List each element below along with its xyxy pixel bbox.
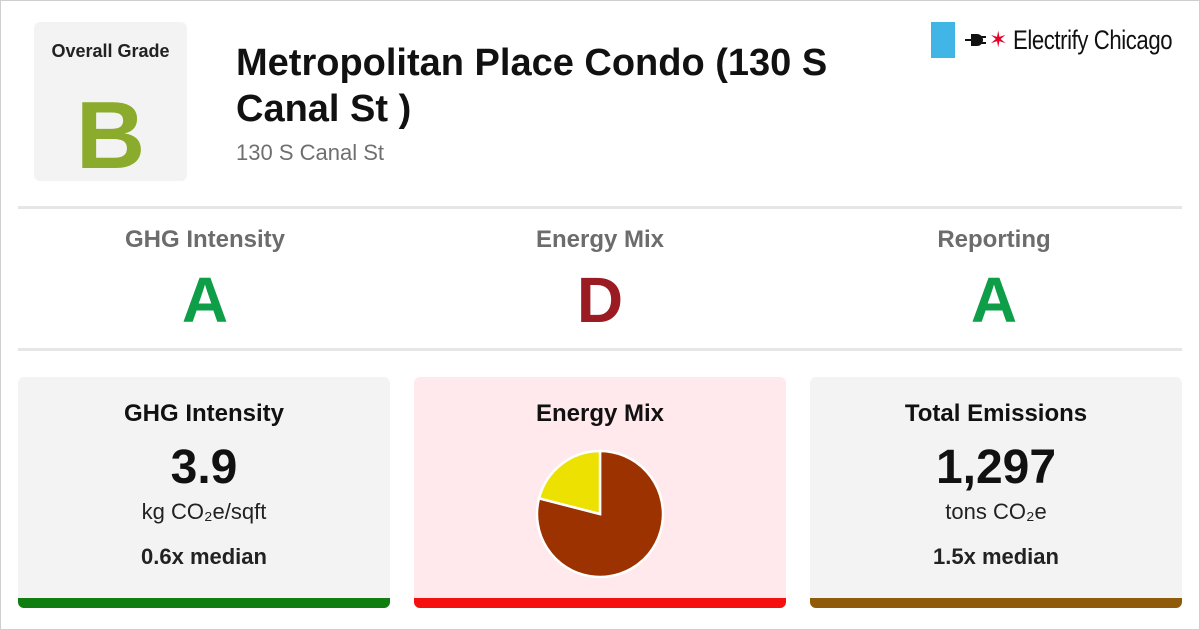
card-median: 0.6x median [141, 544, 267, 569]
card-status-bar [18, 598, 390, 608]
overall-grade-value: B [75, 82, 146, 189]
subgrade-ghg-intensity: GHG Intensity A [8, 226, 402, 332]
overall-grade-box: Overall Grade B [34, 22, 187, 189]
divider [18, 348, 1182, 351]
subgrade-value: A [181, 264, 229, 336]
card-value: 3.9 [170, 441, 238, 494]
card-unit: kg CO₂e/sqft [141, 499, 267, 524]
energy-mix-pie-chart [535, 449, 665, 579]
subgrade-value: D [576, 264, 624, 336]
building-address: 130 S Canal St [236, 140, 384, 165]
subgrade-reporting: Reporting A [797, 226, 1191, 332]
card-title: Total Emissions [904, 400, 1088, 427]
divider [18, 206, 1182, 209]
logo-text: Electrify Chicago [1013, 24, 1173, 55]
overall-grade-label: Overall Grade [51, 41, 170, 61]
subgrade-energy-mix: Energy Mix D [403, 226, 797, 332]
card-title: GHG Intensity [123, 400, 285, 427]
card-value: 1,297 [935, 441, 1057, 494]
card-energy-mix: Energy Mix [414, 377, 786, 608]
card-ghg-intensity: GHG Intensity 3.9 kg CO₂e/sqft 0.6x medi… [18, 377, 390, 608]
pie-slice-1 [537, 449, 602, 516]
building-title: Metropolitan Place Condo (130 S Canal St… [236, 42, 828, 130]
card-unit: tons CO₂e [945, 499, 1047, 524]
card-total-emissions: Total Emissions 1,297 tons CO₂e 1.5x med… [810, 377, 1182, 608]
electrify-chicago-logo[interactable]: ✶ Electrify Chicago [931, 22, 1200, 58]
flag-icon [931, 22, 955, 58]
subgrade-label: Energy Mix [535, 226, 665, 253]
plug-icon [965, 34, 986, 46]
card-median: 1.5x median [933, 544, 1059, 569]
subgrade-label: GHG Intensity [124, 226, 286, 253]
pie-svg [535, 449, 665, 579]
star-icon: ✶ [989, 27, 1008, 52]
card-status-bar [414, 598, 786, 608]
card-title: Energy Mix [535, 400, 665, 427]
subgrade-value: A [970, 264, 1018, 336]
subgrade-label: Reporting [937, 226, 1051, 253]
card-status-bar [810, 598, 1182, 608]
